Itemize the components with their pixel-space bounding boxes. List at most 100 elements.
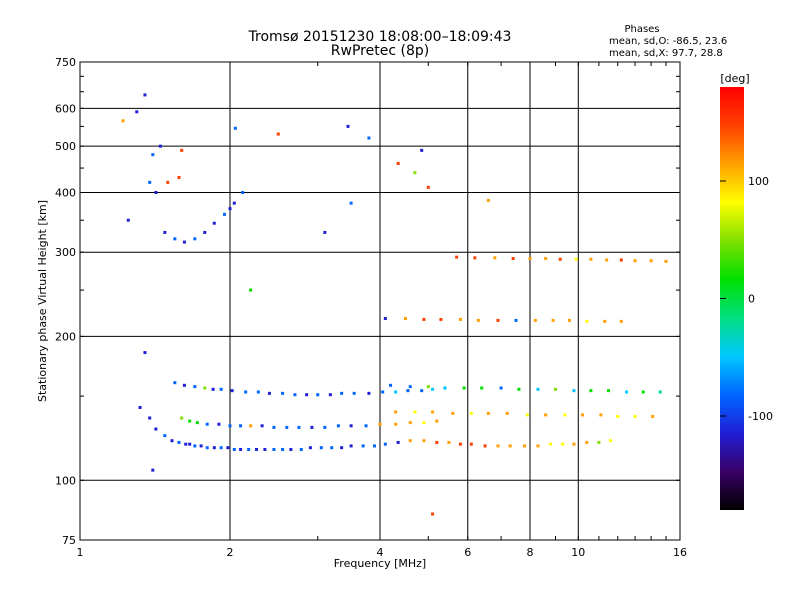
data-point	[599, 413, 603, 417]
data-point	[403, 316, 407, 320]
data-point	[572, 389, 576, 393]
data-point	[443, 386, 447, 390]
data-point	[607, 389, 611, 393]
data-point	[549, 442, 553, 446]
data-point	[536, 387, 540, 391]
data-point	[408, 421, 412, 425]
data-point	[247, 447, 251, 451]
data-point	[219, 446, 223, 450]
data-point	[585, 440, 589, 444]
x-tick-label: 6	[464, 546, 471, 559]
data-point	[163, 230, 167, 234]
data-point	[553, 387, 557, 391]
data-point	[349, 201, 353, 205]
data-point	[426, 185, 430, 189]
data-point	[182, 383, 186, 387]
data-point	[367, 391, 371, 395]
data-point	[148, 416, 152, 420]
data-point	[135, 110, 139, 114]
data-point	[480, 386, 484, 390]
data-point	[451, 411, 455, 415]
data-point	[536, 444, 540, 448]
data-point	[625, 390, 629, 394]
data-point	[469, 411, 473, 415]
data-point	[493, 256, 497, 260]
data-point	[177, 440, 181, 444]
data-point	[143, 351, 147, 355]
data-point	[316, 393, 320, 397]
data-point	[483, 444, 487, 448]
data-point	[203, 386, 207, 390]
data-point	[563, 413, 567, 417]
data-point	[383, 442, 387, 446]
data-point	[349, 444, 353, 448]
data-point	[649, 259, 653, 263]
data-point	[616, 414, 620, 418]
stats-o: mean, sd,O: -86.5, 23.6	[609, 36, 727, 47]
data-point	[281, 447, 285, 451]
data-point	[188, 442, 192, 446]
data-point	[544, 413, 548, 417]
y-tick-label: 100	[55, 474, 76, 487]
data-point	[605, 258, 609, 262]
data-point	[496, 318, 500, 322]
data-point	[473, 256, 477, 260]
stats-x: mean, sd,X: 97.7, 28.8	[609, 48, 723, 59]
data-point	[476, 318, 480, 322]
x-tick-label: 10	[571, 546, 585, 559]
data-point	[151, 468, 155, 472]
data-point	[426, 385, 430, 389]
data-point	[561, 442, 565, 446]
data-point	[431, 387, 435, 391]
data-point	[597, 440, 601, 444]
data-point	[394, 390, 398, 394]
data-point	[462, 386, 466, 390]
data-point	[352, 391, 356, 395]
y-axis-label: Stationary phase Virtual Height [km]	[36, 200, 49, 402]
data-point	[249, 424, 253, 428]
data-point	[193, 237, 197, 241]
data-point	[603, 319, 607, 323]
data-point	[297, 425, 301, 429]
data-point	[310, 425, 314, 429]
y-tick-label: 200	[55, 330, 76, 343]
data-point	[585, 319, 589, 323]
data-point	[211, 387, 215, 391]
x-tick-label: 4	[377, 546, 384, 559]
data-point	[499, 386, 503, 390]
data-point	[184, 442, 188, 446]
data-point	[361, 444, 365, 448]
data-point	[413, 171, 417, 175]
data-point	[254, 447, 258, 451]
data-point	[217, 422, 221, 426]
data-point	[511, 257, 515, 261]
data-point	[340, 391, 344, 395]
data-point	[431, 410, 435, 414]
data-point	[260, 424, 264, 428]
y-ticks: 75 100 200 300 400 500 600 750	[55, 56, 680, 547]
data-point	[447, 440, 451, 444]
data-point	[308, 446, 312, 450]
data-point	[505, 411, 509, 415]
colorbar-tick-label: 0	[748, 293, 755, 306]
data-point	[166, 180, 170, 184]
x-tick-label: 2	[227, 546, 234, 559]
data-point	[558, 257, 562, 261]
data-point	[233, 126, 237, 130]
colorbar-tick-label: -100	[748, 410, 773, 423]
data-point	[633, 414, 637, 418]
data-point	[173, 381, 177, 385]
data-point	[203, 230, 207, 234]
data-point	[633, 259, 637, 263]
data-point	[199, 444, 203, 448]
data-point	[272, 425, 276, 429]
data-point	[664, 259, 668, 263]
data-point	[389, 383, 393, 387]
data-point	[422, 421, 426, 425]
data-point	[517, 387, 521, 391]
data-point	[328, 393, 332, 397]
data-point	[431, 512, 435, 516]
grid-lines	[80, 62, 680, 540]
data-point	[435, 419, 439, 423]
